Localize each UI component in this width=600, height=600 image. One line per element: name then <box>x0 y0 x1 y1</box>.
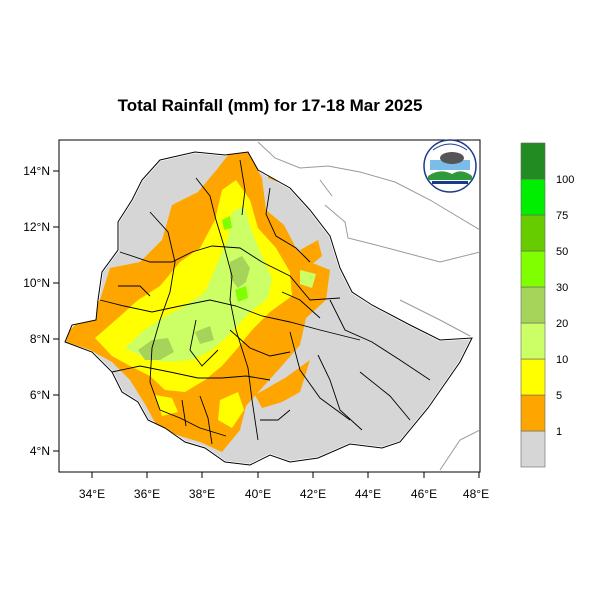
legend-colorbar <box>520 142 546 468</box>
legend-swatch-0 <box>520 430 546 468</box>
legend-label: 5 <box>556 390 562 402</box>
neighbor-borders <box>257 141 480 471</box>
y-tick-label: 12°N <box>23 220 50 234</box>
legend-label: 20 <box>556 318 568 330</box>
legend-label: 100 <box>556 174 574 186</box>
legend-swatch-4 <box>520 286 546 324</box>
y-tick-label: 14°N <box>23 164 50 178</box>
axis-ticks <box>53 170 480 478</box>
legend-swatch-2 <box>520 358 546 396</box>
legend-swatch-5 <box>520 250 546 288</box>
x-tick-label: 34°E <box>79 487 105 501</box>
x-tick-label: 38°E <box>189 487 215 501</box>
legend-labels: 1 5 10 20 30 50 75 100 <box>556 174 574 438</box>
legend-swatch-1 <box>520 394 546 432</box>
legend-swatch-7 <box>520 178 546 216</box>
legend-label: 10 <box>556 354 568 366</box>
x-tick-label: 40°E <box>245 487 271 501</box>
legend-label: 50 <box>556 246 568 258</box>
legend-swatch-3 <box>520 322 546 360</box>
legend-label: 30 <box>556 282 568 294</box>
y-tick-label: 4°N <box>30 444 50 458</box>
legend-label: 1 <box>556 426 562 438</box>
rainfall-shading <box>66 152 330 452</box>
country-outline <box>64 151 473 466</box>
x-tick-label: 48°E <box>463 487 489 501</box>
legend-label: 75 <box>556 210 568 222</box>
admin-boundaries <box>99 159 431 445</box>
y-axis-labels: 14°N 12°N 10°N 8°N 6°N 4°N <box>23 164 50 458</box>
map-title: Total Rainfall (mm) for 17-18 Mar 2025 <box>117 96 423 115</box>
meteorology-agency-logo <box>423 139 477 193</box>
x-tick-label: 44°E <box>355 487 381 501</box>
x-tick-label: 42°E <box>300 487 326 501</box>
legend-swatch-8 <box>520 142 546 180</box>
x-axis-labels: 34°E 36°E 38°E 40°E 42°E 44°E 46°E 48°E <box>79 487 489 501</box>
y-tick-label: 8°N <box>30 332 50 346</box>
x-tick-label: 46°E <box>411 487 437 501</box>
y-tick-label: 6°N <box>30 388 50 402</box>
legend-swatch-6 <box>520 214 546 252</box>
y-tick-label: 10°N <box>23 276 50 290</box>
x-tick-label: 36°E <box>134 487 160 501</box>
